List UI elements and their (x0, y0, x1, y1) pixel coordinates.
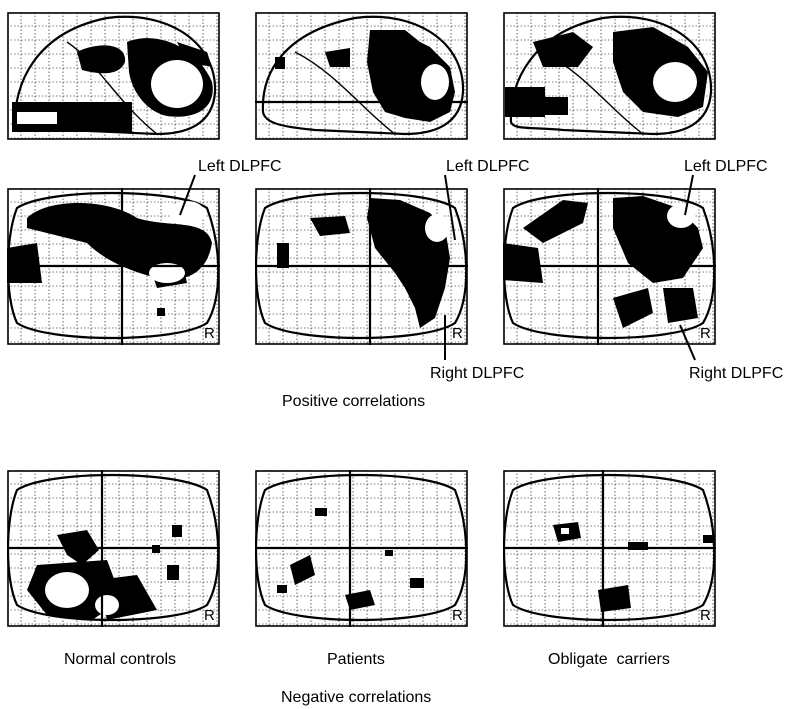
callout-left-dlpfc-patients: Left DLPFC (446, 158, 530, 175)
right-hemisphere-marker: R (204, 325, 215, 342)
axial-negative-carriers: R (503, 470, 716, 627)
sagittal-panel-controls (7, 12, 220, 140)
group-label-patients: Patients (327, 651, 385, 668)
callout-right-dlpfc-carriers: Right DLPFC (689, 365, 784, 382)
right-hemisphere-marker: R (452, 607, 463, 624)
right-hemisphere-marker: R (700, 325, 711, 342)
callout-left-dlpfc-controls: Left DLPFC (198, 158, 282, 175)
sagittal-panel-patients (255, 12, 468, 140)
callout-right-dlpfc-patients: Right DLPFC (430, 365, 525, 382)
section-title-negative: Negative correlations (281, 689, 432, 706)
axial-negative-patients: R (255, 470, 468, 627)
group-label-carriers: Obligate carriers (548, 651, 670, 668)
right-hemisphere-marker: R (452, 325, 463, 342)
axial-positive-carriers: R (503, 188, 716, 345)
axial-positive-controls: R (7, 188, 220, 345)
axial-positive-patients: R (255, 188, 468, 345)
group-label-controls: Normal controls (64, 651, 177, 668)
right-hemisphere-marker: R (204, 607, 215, 624)
callout-left-dlpfc-carriers: Left DLPFC (684, 158, 768, 175)
axial-negative-controls: R (7, 470, 220, 627)
sagittal-panel-carriers (503, 12, 716, 140)
section-title-positive: Positive correlations (282, 393, 426, 410)
right-hemisphere-marker: R (700, 607, 711, 624)
